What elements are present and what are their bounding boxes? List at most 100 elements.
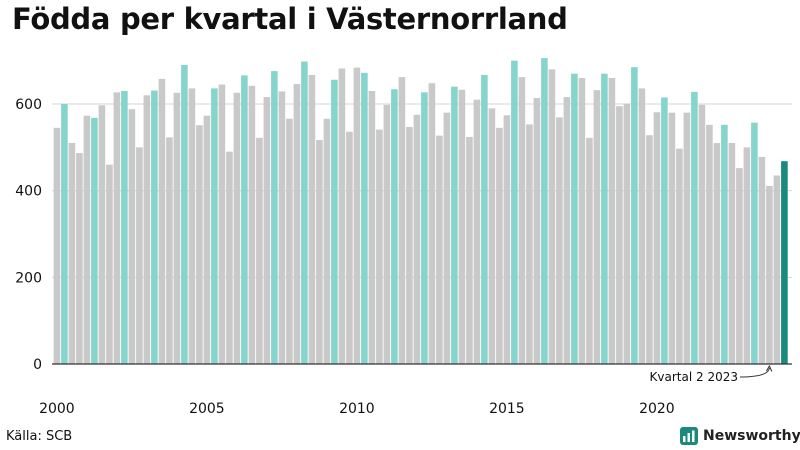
bar <box>301 61 308 364</box>
bar <box>413 114 421 364</box>
bar <box>398 77 406 364</box>
bar <box>143 95 151 364</box>
bar <box>263 97 271 364</box>
bar <box>458 89 466 364</box>
bar <box>451 86 458 365</box>
x-tick-label: 2015 <box>489 401 525 417</box>
bar <box>751 122 758 364</box>
annotation-label: Kvartal 2 2023 <box>650 370 738 384</box>
bar <box>571 73 578 365</box>
bar <box>706 124 713 364</box>
bar <box>578 78 586 364</box>
bars <box>53 58 788 365</box>
bar <box>406 126 413 364</box>
bar <box>278 91 286 365</box>
bar <box>121 91 128 364</box>
bar <box>233 92 241 364</box>
bar <box>653 112 661 364</box>
brand-name: Newsworthy <box>703 428 800 444</box>
bar <box>136 147 143 364</box>
bar <box>113 92 121 365</box>
bar <box>496 127 503 364</box>
x-tick-label: 2010 <box>339 401 375 417</box>
bar <box>736 168 743 364</box>
bar <box>541 58 548 364</box>
bar <box>308 74 316 364</box>
bar <box>338 68 346 364</box>
bar <box>383 104 391 365</box>
bar <box>76 152 83 364</box>
bar <box>248 85 256 365</box>
source-label: Källa: SCB <box>6 429 73 444</box>
bar <box>428 83 436 364</box>
bar <box>676 148 683 364</box>
bar <box>181 65 188 364</box>
bar <box>271 71 278 364</box>
bar <box>728 143 736 364</box>
bar <box>353 67 361 364</box>
bar <box>203 115 211 364</box>
newsworthy-logo-icon <box>680 427 698 445</box>
bar <box>68 143 76 364</box>
x-tick-label: 2020 <box>639 401 675 417</box>
y-tick-label: 400 <box>15 184 42 200</box>
bar <box>661 97 668 364</box>
bar <box>601 73 608 365</box>
bar <box>683 112 691 364</box>
bar <box>773 175 781 364</box>
bar <box>323 118 331 364</box>
bar <box>128 109 136 364</box>
bar <box>526 124 533 365</box>
bar <box>548 69 556 364</box>
x-tick-label: 2000 <box>39 401 75 417</box>
x-axis-labels: 2000 2005 2010 2015 2020 <box>39 401 675 417</box>
bar <box>743 147 751 364</box>
bar <box>241 75 248 365</box>
bar <box>556 117 563 365</box>
bar <box>481 74 488 364</box>
bar <box>691 91 698 365</box>
bar <box>98 105 106 365</box>
bar <box>713 143 721 364</box>
bar <box>211 88 218 365</box>
bar <box>151 90 158 364</box>
bar <box>698 104 706 365</box>
bar <box>158 78 166 365</box>
bar <box>503 115 511 365</box>
y-axis-labels: 0 200 400 600 <box>15 97 42 373</box>
bar <box>376 129 383 364</box>
bar <box>196 125 203 364</box>
bar <box>586 137 593 364</box>
bar <box>473 99 481 365</box>
bar <box>623 103 631 364</box>
bar <box>166 137 173 364</box>
annotation-arrow <box>739 367 770 378</box>
bar <box>331 79 338 364</box>
annotation: Kvartal 2 2023 <box>650 364 773 384</box>
x-tick-label: 2005 <box>189 401 225 417</box>
bar <box>361 72 368 365</box>
bar <box>616 106 623 365</box>
bar <box>226 151 233 364</box>
bar <box>533 97 541 365</box>
bar <box>106 164 113 364</box>
bar <box>316 139 323 364</box>
y-tick-label: 600 <box>15 97 42 113</box>
bar <box>368 91 376 364</box>
bar <box>286 118 293 364</box>
y-tick-label: 0 <box>33 357 42 373</box>
bar <box>173 92 181 364</box>
bar <box>638 88 646 365</box>
bar <box>766 185 773 364</box>
bar <box>346 131 353 364</box>
bar <box>91 117 98 365</box>
bar <box>758 156 766 364</box>
bar <box>721 124 728 364</box>
brand-logo[interactable]: Newsworthy <box>680 427 800 445</box>
bar <box>188 88 196 365</box>
bar <box>563 97 571 364</box>
bar <box>668 112 676 364</box>
bar <box>781 161 788 364</box>
bar <box>61 104 68 364</box>
